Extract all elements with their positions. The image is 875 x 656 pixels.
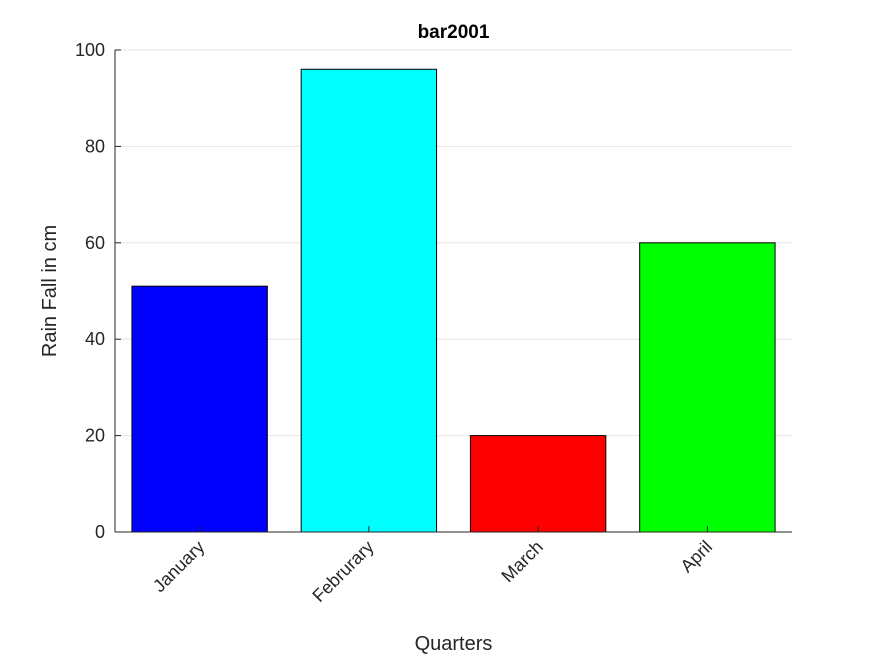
bar-march [469, 435, 607, 533]
y-tick-label: 80 [85, 136, 105, 156]
bar-februrary [300, 68, 438, 533]
y-tick-label: 20 [85, 426, 105, 446]
bar-january [131, 285, 268, 533]
bar-april [639, 242, 776, 533]
y-tick-label: 40 [85, 329, 105, 349]
chart-title: bar2001 [418, 22, 490, 43]
y-tick-labels: 0 20 40 60 80 100 [75, 40, 105, 542]
y-tick-label: 0 [95, 522, 105, 542]
axes [114, 49, 792, 533]
y-axis-title: Rain Fall in cm [39, 225, 61, 357]
y-tick-label: 100 [75, 40, 105, 60]
bars [131, 68, 776, 533]
x-axis-title: Quarters [415, 633, 493, 655]
y-tick-label: 60 [85, 233, 105, 253]
